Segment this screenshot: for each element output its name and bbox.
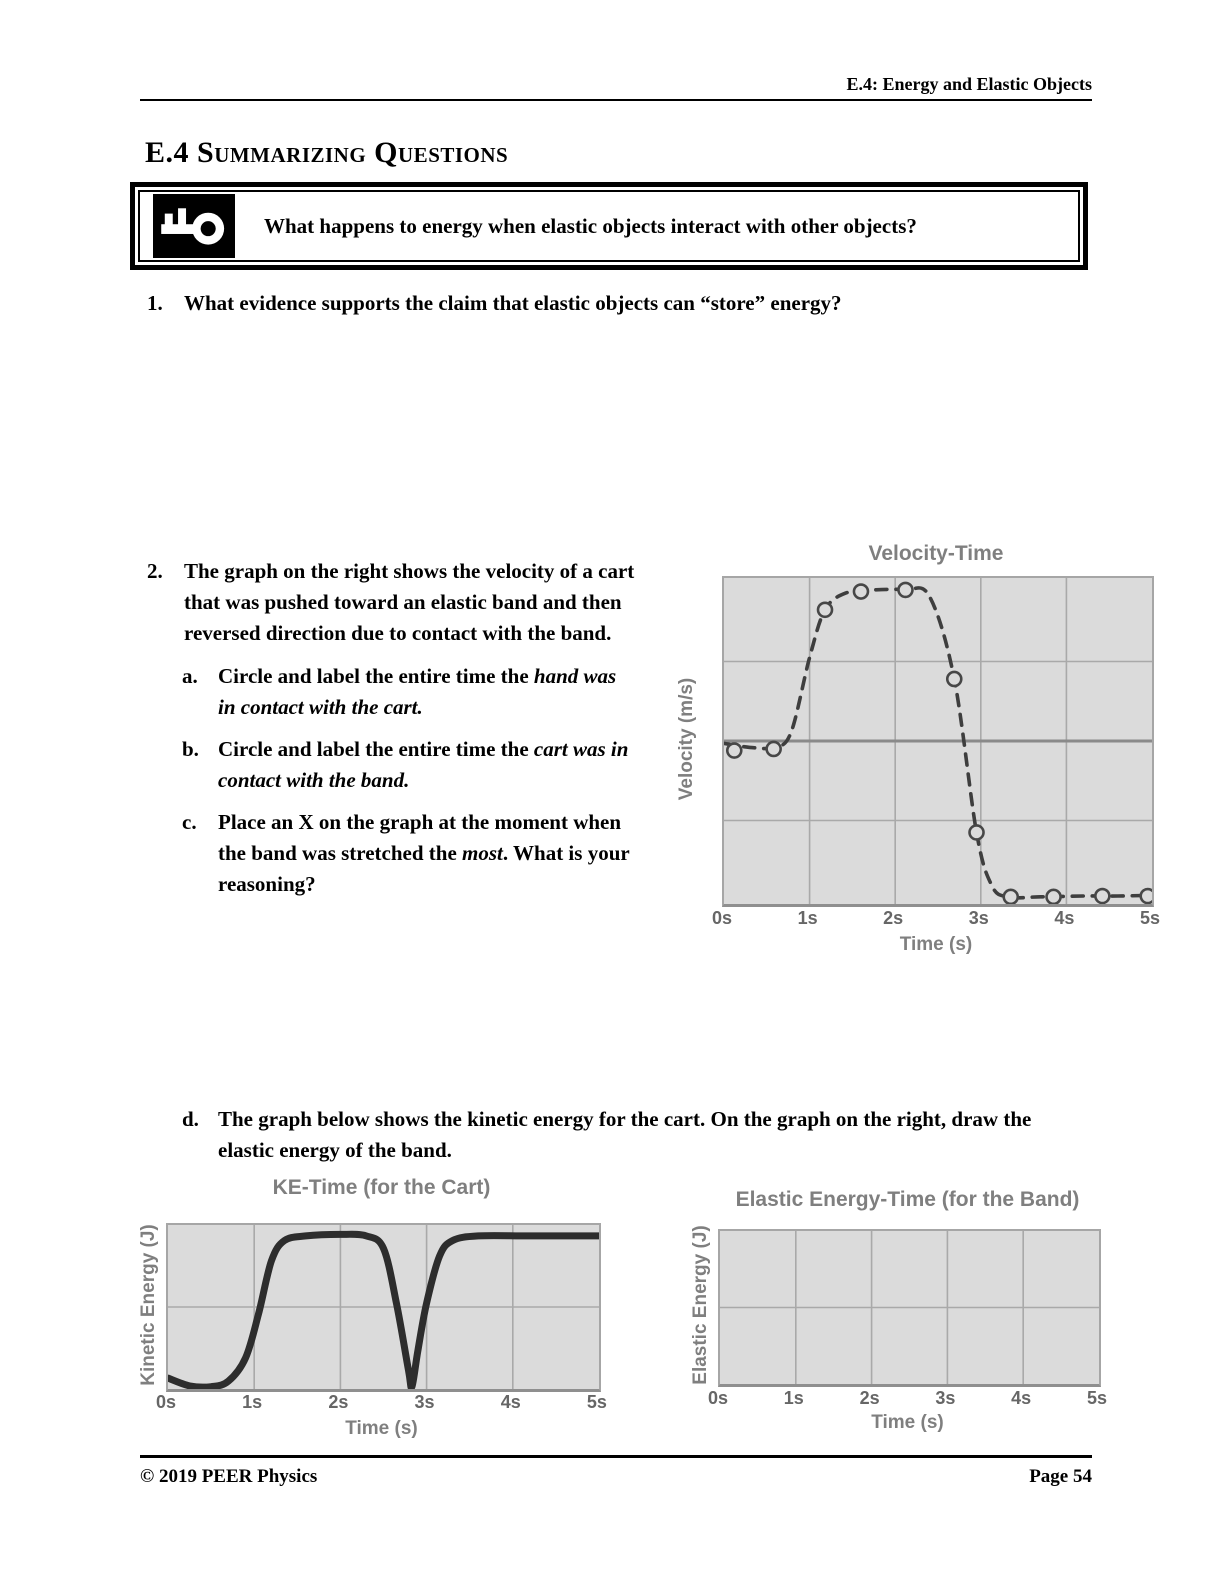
question-2c: c. Place an X on the graph at the moment… (182, 807, 667, 900)
elastic-x-axis-label: Time (s) (871, 1412, 944, 1433)
velocity-time-plot (722, 576, 1154, 907)
elastic-energy-time-plot (718, 1229, 1101, 1387)
velocity-chart-title: Velocity-Time (868, 542, 1004, 565)
velocity-x-ticks: 0s 1s 2s 3s 4s 5s (702, 908, 1170, 929)
question-1: 1. What evidence supports the claim that… (147, 288, 1107, 319)
header-rule (140, 99, 1092, 101)
question-2b-text: Circle and label the entire time the car… (218, 734, 633, 796)
tick-label: 1s (783, 1388, 804, 1408)
key-question-box-inner: What happens to energy when elastic obje… (138, 190, 1080, 262)
question-2-text: The graph on the right shows the velocit… (184, 559, 635, 645)
page-header: E.4: Energy and Elastic Objects (846, 74, 1093, 94)
tick-label: 3s (935, 1388, 956, 1408)
footer-copyright: © 2019 PEER Physics (140, 1466, 318, 1487)
question-2a: a. Circle and label the entire time the … (182, 661, 667, 723)
key-question-box: What happens to energy when elastic obje… (130, 182, 1088, 270)
question-2b-post: was in contact with the band. (218, 737, 629, 792)
question-2: 2. The graph on the right shows the velo… (147, 556, 667, 911)
question-2d-text: The graph below shows the kinetic energy… (218, 1107, 1032, 1162)
footer-rule (140, 1455, 1092, 1458)
ke-x-axis-label: Time (s) (345, 1418, 418, 1439)
question-2d: d. The graph below shows the kinetic ene… (182, 1104, 1097, 1166)
section-heading: E.4 Summarizing Questions (145, 136, 509, 169)
question-2a-text: Circle and label the entire time the han… (218, 661, 633, 723)
elastic-chart-title: Elastic Energy-Time (for the Band) (735, 1188, 1080, 1211)
key-question-text: What happens to energy when elastic obje… (264, 213, 917, 238)
tick-label: 1s (797, 908, 818, 928)
ke-y-axis-label: Kinetic Energy (J) (138, 1224, 159, 1386)
question-2a-post: was in contact with the cart. (218, 664, 617, 719)
question-2c-text: Place an X on the graph at the moment wh… (218, 807, 633, 900)
tick-label: 5s (1086, 1388, 1107, 1408)
question-2b-marker: b. (182, 737, 199, 761)
tick-label: 4s (500, 1392, 521, 1412)
ke-chart-title: KE-Time (for the Cart) (272, 1176, 491, 1199)
question-2a-emph: hand (533, 664, 579, 688)
footer-page-number: Page 54 (1029, 1466, 1092, 1487)
velocity-x-axis-label: Time (s) (899, 934, 973, 955)
elastic-x-ticks: 0s 1s 2s 3s 4s 5s (698, 1388, 1117, 1409)
question-2c-emph: most (462, 841, 503, 865)
tick-label: 2s (883, 908, 904, 928)
question-2-number: 2. (147, 559, 163, 583)
question-1-number: 1. (147, 291, 163, 315)
velocity-y-axis-label: Velocity (m/s) (676, 677, 697, 801)
tick-label: 5s (586, 1392, 607, 1412)
question-2-stem: 2. The graph on the right shows the velo… (147, 556, 667, 649)
question-2a-marker: a. (182, 664, 198, 688)
tick-label: 3s (414, 1392, 435, 1412)
question-2b-emph: cart (533, 737, 568, 761)
question-2b-pre: Circle and label the entire time the (218, 737, 534, 761)
question-2a-pre: Circle and label the entire time the (218, 664, 534, 688)
question-1-text: What evidence supports the claim that el… (184, 291, 842, 315)
ke-x-ticks: 0s 1s 2s 3s 4s 5s (146, 1392, 617, 1413)
tick-label: 4s (1054, 908, 1075, 928)
key-icon-square (153, 194, 235, 258)
tick-label: 5s (1139, 908, 1160, 928)
footer: © 2019 PEER Physics Page 54 (140, 1466, 1092, 1488)
key-icon (161, 208, 225, 245)
question-2b: b. Circle and label the entire time the … (182, 734, 667, 796)
question-2c-pre: Place an X on the graph at the moment wh… (218, 810, 622, 865)
ke-time-plot (166, 1223, 601, 1392)
tick-label: 3s (968, 908, 989, 928)
tick-label: 2s (859, 1388, 880, 1408)
tick-label: 4s (1011, 1388, 1032, 1408)
question-2d-marker: d. (182, 1107, 199, 1131)
tick-label: 0s (711, 908, 733, 928)
question-2c-marker: c. (182, 810, 197, 834)
tick-label: 2s (328, 1392, 349, 1412)
tick-label: 1s (242, 1392, 263, 1412)
tick-label: 0s (155, 1392, 177, 1412)
tick-label: 0s (707, 1388, 729, 1408)
question-2c-post: . What is your reasoning? (218, 841, 630, 896)
elastic-y-axis-label: Elastic Energy (J) (690, 1225, 711, 1385)
